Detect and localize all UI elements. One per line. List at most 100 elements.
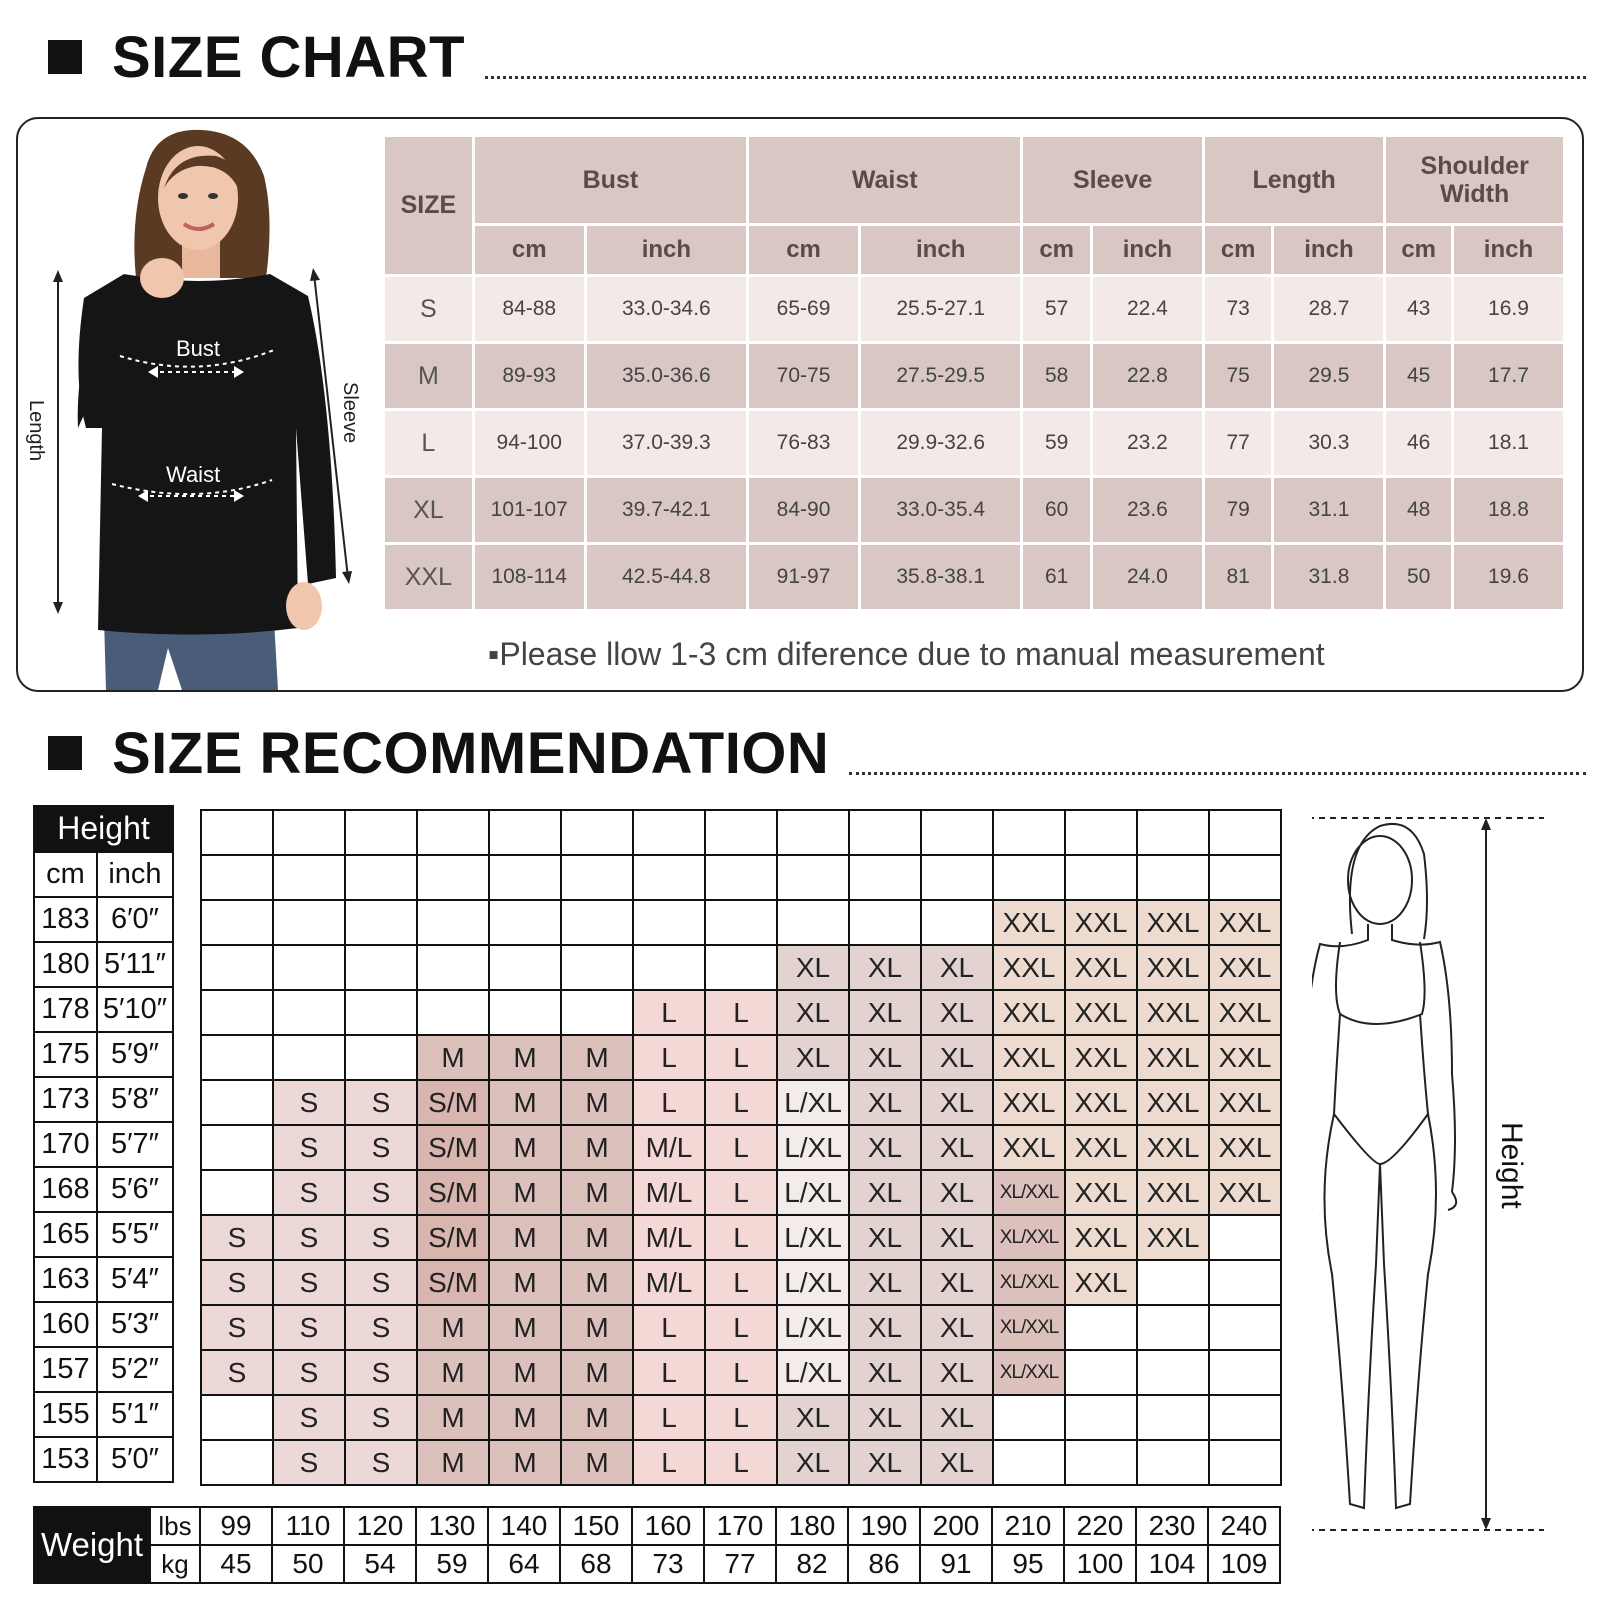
grid-cell [416,989,490,1036]
table-cell: 39.7-42.1 [586,478,747,542]
weight-kg: 64 [487,1544,561,1584]
grid-cell: XXL [1136,1079,1210,1126]
height-cm: 157 [33,1346,98,1393]
grid-row: S S S M M M L L L/XL XL XL XL/XXL [200,1349,1282,1396]
table-cell: 31.8 [1274,545,1384,609]
weight-lbs: 120 [343,1506,417,1546]
grid-cell: L [704,1259,778,1306]
unit-header: inch [1092,226,1202,274]
height-inch: 5′6″ [95,1166,175,1213]
grid-cell: M [488,1439,562,1486]
grid-cell: XXL [1208,1124,1282,1171]
grid-cell: M [560,1214,634,1261]
grid-cell [1136,1439,1210,1486]
table-cell: 76-83 [749,411,858,475]
grid-cell: M [488,1394,562,1441]
grid-cell: XL [848,944,922,991]
height-inch: 5′2″ [95,1346,175,1393]
weight-kg: 45 [199,1544,273,1584]
height-row: 173 5′8″ [33,1076,175,1123]
grid-cell: XL [920,944,994,991]
grid-cell: L/XL [776,1259,850,1306]
grid-cell: XL [848,989,922,1036]
sleeve-label: Sleeve [339,382,361,443]
height-cm: 180 [33,941,98,988]
grid-cell [776,899,850,946]
grid-cell [416,899,490,946]
height-inch: 5′9″ [95,1031,175,1078]
height-row: 170 5′7″ [33,1121,175,1168]
grid-cell: XXL [1064,1214,1138,1261]
table-row: L 94-100 37.0-39.3 76-83 29.9-32.6 59 23… [385,411,1563,475]
grid-cell: XL [920,1259,994,1306]
grid-cell [560,899,634,946]
grid-cell: M/L [632,1124,706,1171]
height-cm: 163 [33,1256,98,1303]
grid-cell: S/M [416,1169,490,1216]
grid-cell [488,899,562,946]
unit-header: cm [474,226,584,274]
weight-kg: 59 [415,1544,489,1584]
height-inch: 5′0″ [95,1436,175,1483]
waist-header: Waist [749,137,1021,223]
height-table: cm inch 183 6′0″ 180 5′11″ 178 5′10″ 175 5′9″ 17… [33,851,175,1483]
grid-cell [560,944,634,991]
size-table: SIZE Bust Waist Sleeve Length Shoulder W… [382,134,1566,612]
grid-cell: S [200,1349,274,1396]
grid-cell: XL [920,1304,994,1351]
table-cell: 22.4 [1092,277,1202,341]
grid-cell: M/L [632,1259,706,1306]
model-illustration: Bust Waist Length Sleeve [26,129,361,690]
grid-cell: M [488,1079,562,1126]
grid-cell: XXL [1136,1169,1210,1216]
grid-cell [200,989,274,1036]
height-cm: 160 [33,1301,98,1348]
grid-cell: L [704,1394,778,1441]
grid-cell: L [704,989,778,1036]
unit-header: inch [1453,226,1563,274]
height-inch: 5′5″ [95,1211,175,1258]
grid-cell: XXL [1064,989,1138,1036]
grid-cell: XXL [1064,1124,1138,1171]
weight-kg: 109 [1207,1544,1281,1584]
weight-lbs: 170 [703,1506,777,1546]
grid-cell [272,854,346,901]
table-cell: 91-97 [749,545,858,609]
grid-cell [776,854,850,901]
grid-cell: M [560,1169,634,1216]
unit-header: cm [1023,226,1090,274]
weight-kg: 91 [919,1544,993,1584]
grid-row: S S S M M M L L L/XL XL XL XL/XXL [200,1304,1282,1351]
table-cell: 89-93 [474,344,584,408]
grid-cell: M [488,1349,562,1396]
weight-lbs: 220 [1063,1506,1137,1546]
table-cell: 101-107 [474,478,584,542]
grid-cell: XL/XXL [992,1349,1066,1396]
grid-cell: XL [776,1439,850,1486]
table-cell: 65-69 [749,277,858,341]
grid-cell [776,809,850,856]
measurement-note: ▪Please llow 1-3 cm diference due to man… [488,636,1325,672]
grid-cell: M [560,1079,634,1126]
table-row: M 89-93 35.0-36.6 70-75 27.5-29.5 58 22.… [385,344,1563,408]
table-cell: 79 [1204,478,1272,542]
grid-row: XXL XXL XXL XXL [200,899,1282,946]
grid-row: S S S/M M M L L L/XL XL XL XXL XXL XXL XXL [200,1079,1282,1126]
grid-cell: S [272,1259,346,1306]
height-inch: 5′11″ [95,941,175,988]
grid-cell: S [272,1439,346,1486]
grid-cell: XXL [1136,899,1210,946]
grid-cell: XXL [1208,944,1282,991]
grid-cell: XL/XXL [992,1304,1066,1351]
grid-cell [704,809,778,856]
height-inch: 5′10″ [95,986,175,1033]
grid-cell: S [344,1439,418,1486]
table-cell: 31.1 [1274,478,1384,542]
grid-cell: XL [920,1124,994,1171]
table-cell: 75 [1204,344,1272,408]
bullet-square-icon [48,736,82,770]
grid-cell: XXL [1208,1079,1282,1126]
grid-cell [704,944,778,991]
grid-cell: XL [920,1349,994,1396]
dotted-divider [849,771,1586,775]
